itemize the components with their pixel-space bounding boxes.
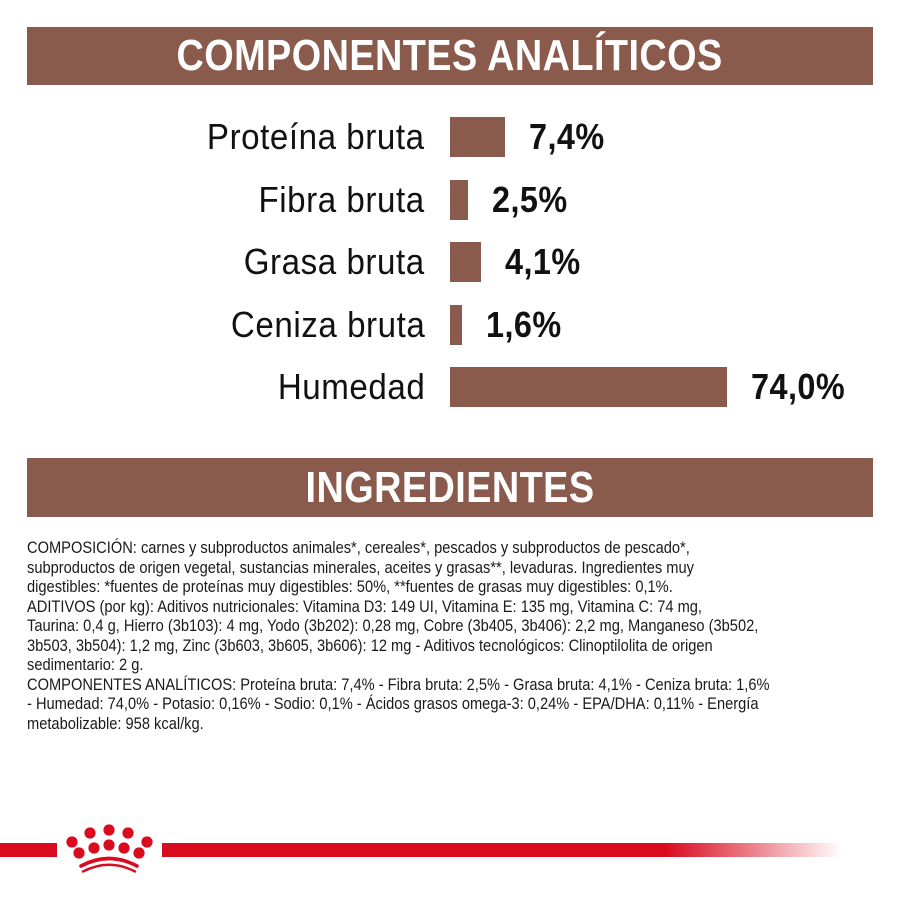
section-title: INGREDIENTES [305,462,595,512]
ingredients-line: - Humedad: 74,0% - Potasio: 0,16% - Sodi… [27,695,759,713]
section-title: COMPONENTES ANALÍTICOS [176,31,724,80]
royal-crown-icon [66,824,153,873]
chart-row: Humedad 74,0% [0,367,900,407]
chart-value-label: 1,6% [486,304,562,345]
chart-value-label: 4,1% [505,241,581,282]
chart-value-label: 74,0% [751,366,846,407]
chart-bar [450,117,505,157]
chart-category-label: Humedad [277,366,425,407]
ingredients-line: digestibles: *fuentes de proteínas muy d… [27,578,673,596]
chart-category-label: Proteína bruta [207,116,425,157]
chart-row: Ceniza bruta 1,6% [0,305,900,345]
ingredients-line: 3b503, 3b504): 1,2 mg, Zinc (3b603, 3b60… [27,636,713,655]
chart-row: Fibra bruta 2,5% [0,180,900,220]
brand-line-right [162,843,842,857]
ingredients-line: Taurina: 0,4 g, Hierro (3b103): 4 mg, Yo… [27,617,759,635]
ingredients-text: COMPOSICIÓN: carnes y subproductos anima… [27,539,887,734]
chart-value-label: 7,4% [529,116,605,157]
chart-row: Grasa bruta 4,1% [0,242,900,282]
brand-line-left [0,843,57,857]
chart-bar [450,180,468,220]
chart-category-label: Grasa bruta [244,241,425,282]
chart-category-label: Fibra bruta [258,179,425,220]
ingredients-line: COMPOSICIÓN: carnes y subproductos anima… [27,539,690,557]
chart-row: Proteína bruta 7,4% [0,117,900,157]
ingredients-line: COMPONENTES ANALÍTICOS: Proteína bruta: … [27,675,770,694]
chart-category-label: Ceniza bruta [230,304,425,345]
ingredients-line: ADITIVOS (por kg): Aditivos nutricionale… [27,597,703,616]
ingredients-line: sedimentario: 2 g. [27,656,144,674]
chart-value-label: 2,5% [492,179,568,220]
chart-bar [450,367,727,407]
section-header-ingredients: INGREDIENTES [27,458,873,517]
ingredients-line: metabolizable: 958 kcal/kg. [27,714,204,733]
section-header-analytical-components: COMPONENTES ANALÍTICOS [27,27,873,85]
chart-bar [450,305,462,345]
ingredients-line: subproductos de origen vegetal, sustanci… [27,558,694,577]
chart-bar [450,242,481,282]
